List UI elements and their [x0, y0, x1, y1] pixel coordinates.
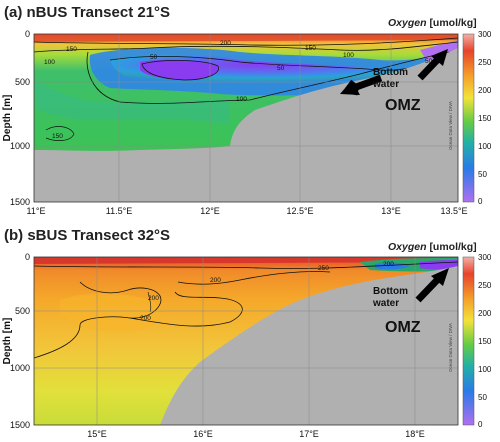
panel-b-bottom-label: Bottom water — [372, 286, 408, 309]
colorbar-tick-label: 200 — [478, 309, 492, 318]
x-tick-label: 13.5°E — [440, 206, 467, 216]
y-tick-label: 0 — [25, 252, 30, 262]
panel-b-gridlines — [34, 257, 458, 425]
y-tick-label: 1000 — [10, 363, 30, 373]
panel-b-plot: 200 200 200 250 200 Bottom water OMZ Ocea… — [34, 257, 458, 425]
panel-a-colorbar — [462, 33, 475, 203]
panel-b-x-ticks: 15°E 16°E 17°E 18°E — [87, 429, 425, 439]
panel-a-contour-200 — [34, 37, 458, 46]
panel-a-colorbar-ticks: 300 250 200 150 100 50 0 — [478, 30, 492, 206]
panel-a-credit: Ocean Data View / DIVA — [448, 101, 453, 150]
colorbar-tick-label: 300 — [478, 253, 492, 262]
panel-a-mid-layer — [36, 82, 230, 125]
panel-a-contour-150 — [34, 41, 458, 53]
y-tick-label: 500 — [15, 77, 30, 87]
panel-a-omz-arrowhead — [340, 80, 360, 95]
contour-label: 100 — [343, 52, 354, 59]
colorbar-tick-label: 100 — [478, 365, 492, 374]
panel-a-title: (a) nBUS Transect 21°S — [4, 4, 170, 21]
panel-a-contour-100 — [86, 51, 451, 104]
colorbar-tick-label: 50 — [478, 170, 487, 179]
x-tick-label: 16°E — [193, 429, 213, 439]
colorbar-tick-label: 50 — [478, 393, 487, 402]
contour-label: 100 — [44, 59, 55, 66]
panel-b-omz-label: OMZ — [385, 319, 421, 336]
x-tick-label: 13°E — [381, 206, 401, 216]
colorbar-tick-label: 300 — [478, 30, 492, 39]
panel-b-colorbar — [462, 256, 475, 426]
colorbar-tick-label: 0 — [478, 420, 483, 429]
panel-b-title: (b) sBUS Transect 32°S — [4, 227, 170, 244]
panel-b-credit: Ocean Data View / DIVA — [448, 323, 453, 372]
x-tick-label: 17°E — [299, 429, 319, 439]
panel-a-gridlines — [34, 34, 458, 202]
panel-b-contour-200-c — [177, 271, 331, 285]
panel-a-surface-layer — [34, 34, 458, 42]
panel-a-contour-50-pocket — [141, 60, 219, 81]
panel-a-plot: 200 150 100 50 150 50 100 50 100 150 Bot… — [34, 34, 458, 202]
panel-a-omz-label: OMZ — [385, 97, 421, 114]
contour-label: 200 — [383, 261, 394, 268]
panel-a-contour-labels: 200 150 100 50 150 50 100 50 100 150 — [44, 40, 433, 140]
y-tick-label: 1500 — [10, 197, 30, 207]
contour-label: 150 — [66, 46, 77, 53]
colorbar-tick-label: 250 — [478, 58, 492, 67]
x-tick-label: 18°E — [405, 429, 425, 439]
bottom-label-line2: water — [372, 79, 399, 90]
contour-label: 200 — [220, 40, 231, 47]
panel-b-colorbar-title: Oxygen [umol/kg] — [388, 241, 477, 253]
contour-label: 150 — [305, 45, 316, 52]
panel-b-contour-labels: 200 200 200 250 200 — [140, 261, 394, 322]
y-tick-label: 1500 — [10, 420, 30, 430]
panel-a-contour-150-deep — [45, 126, 75, 141]
panel-b-bottom-water-arrowhead — [431, 268, 449, 286]
panel-b-contour-250 — [34, 261, 458, 269]
y-tick-label: 1000 — [10, 141, 30, 151]
panel-b-mid-patch — [60, 293, 161, 333]
colorbar-tick-label: 200 — [478, 86, 492, 95]
panel-a-x-ticks: 11°E 11.5°E 12°E 12.5°E 13°E 13.5°E — [27, 206, 468, 216]
panel-a-bottom-water-arrowhead — [431, 49, 448, 66]
panel-a-omz-pocket — [140, 59, 219, 80]
panel-b-shelf-pocket — [375, 262, 410, 270]
contour-label: 50 — [150, 54, 158, 61]
contour-label: 200 — [210, 277, 221, 284]
colorbar-tick-label: 0 — [478, 197, 483, 206]
contour-label: 100 — [236, 96, 247, 103]
y-tick-label: 0 — [25, 29, 30, 39]
bottom-label-line2: water — [372, 298, 399, 309]
y-tick-label: 500 — [15, 306, 30, 316]
contour-label: 150 — [52, 133, 63, 140]
contour-label: 200 — [148, 295, 159, 302]
contour-label: 250 — [318, 265, 329, 272]
x-tick-label: 11.5°E — [106, 206, 132, 216]
panel-b-colorbar-ticks: 300 250 200 150 100 50 0 — [478, 253, 492, 429]
contour-label: 50 — [425, 58, 433, 65]
colorbar-tick-label: 100 — [478, 142, 492, 151]
panel-b-contour-200-a — [34, 281, 162, 359]
colorbar-tick-label: 250 — [478, 281, 492, 290]
x-tick-label: 11°E — [27, 206, 46, 216]
panel-a-y-ticks: 0 500 1000 1500 — [10, 29, 30, 207]
x-tick-label: 15°E — [87, 429, 107, 439]
panel-a-frame — [33, 33, 459, 203]
panel-b-y-ticks: 0 500 1000 1500 — [10, 252, 30, 430]
panel-b-surface-layer — [34, 257, 458, 264]
panel-b-frame — [33, 256, 459, 426]
colorbar-tick-label: 150 — [478, 337, 492, 346]
x-tick-label: 12.5°E — [286, 206, 313, 216]
x-tick-label: 12°E — [200, 206, 220, 216]
panel-a-colorbar-title: Oxygen [umol/kg] — [388, 17, 477, 29]
panel-a-bottom-label: Bottom water — [372, 67, 408, 90]
panel-b-y-axis-label: Depth [m] — [2, 318, 13, 365]
panel-a-y-axis-label: Depth [m] — [2, 95, 13, 142]
contour-label: 200 — [140, 315, 151, 322]
contour-label: 50 — [277, 65, 285, 72]
colorbar-tick-label: 150 — [478, 114, 492, 123]
